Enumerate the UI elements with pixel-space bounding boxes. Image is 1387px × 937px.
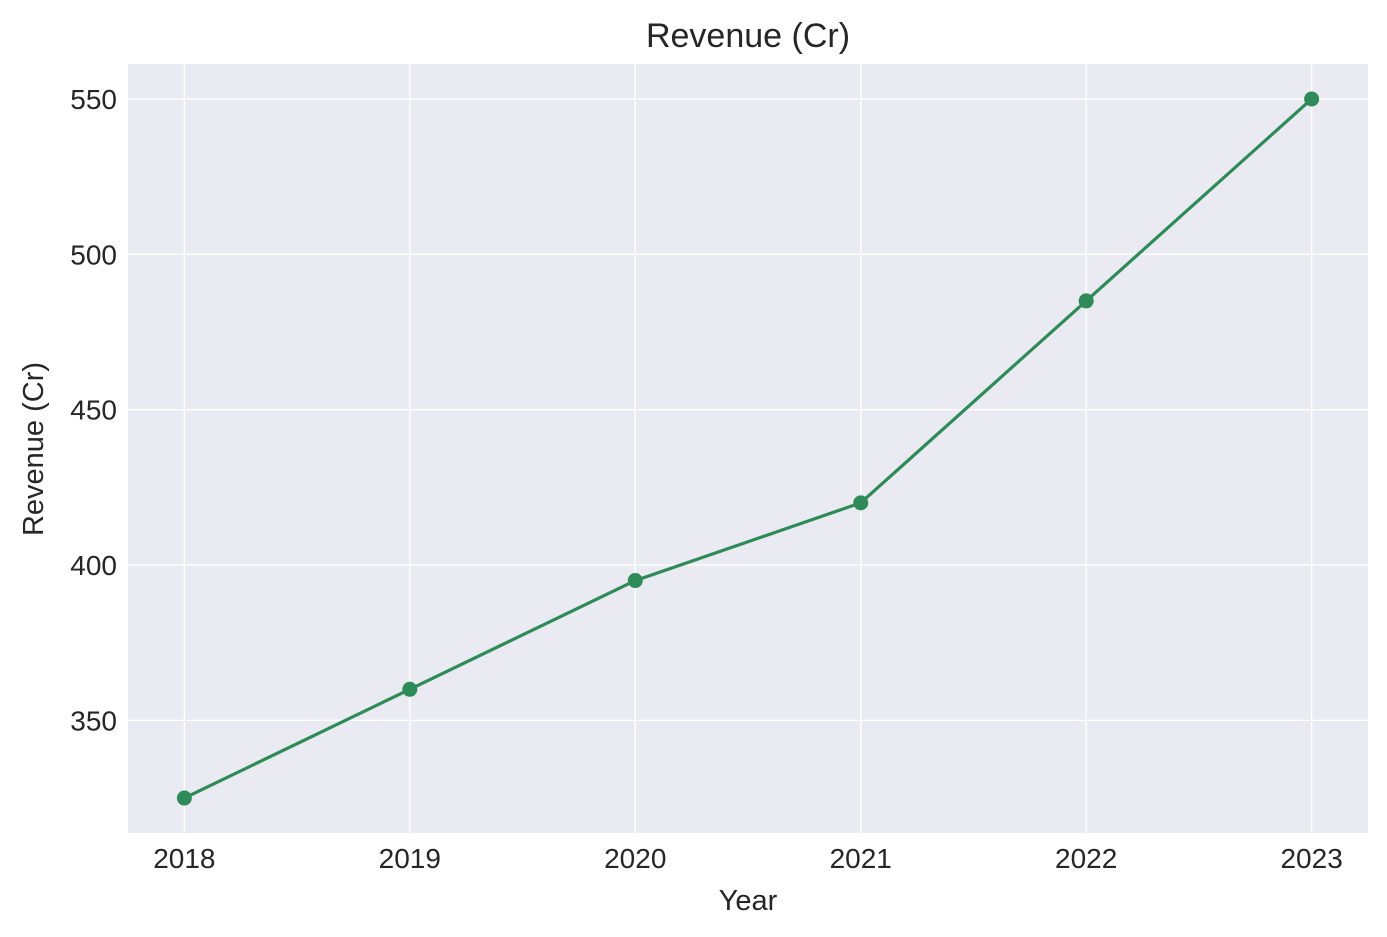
x-axis-label: Year: [719, 885, 778, 917]
y-tick-label: 450: [70, 395, 117, 426]
y-tick-label: 350: [70, 705, 117, 736]
revenue-series: [176, 91, 1320, 806]
x-tick-label: 2019: [379, 843, 441, 874]
y-axis-label: Revenue (Cr): [18, 362, 50, 536]
data-point-marker: [176, 790, 192, 806]
chart-title: Revenue (Cr): [646, 17, 850, 55]
x-tick-label: 2020: [604, 843, 666, 874]
x-tick-label: 2022: [1055, 843, 1117, 874]
y-tick-label: 550: [70, 84, 117, 115]
data-point-marker: [853, 495, 869, 511]
gridlines: [128, 64, 1368, 833]
y-axis-ticks: 350 400 450 500 550: [70, 84, 117, 736]
data-point-marker: [402, 681, 418, 697]
x-axis-ticks: 2018 2019 2020 2021 2022 2023: [153, 843, 1343, 874]
data-point-marker: [1304, 91, 1320, 107]
data-point-marker: [627, 573, 643, 589]
data-point-marker: [1078, 293, 1094, 309]
x-tick-label: 2018: [153, 843, 215, 874]
series-line: [183, 97, 1313, 800]
x-tick-label: 2021: [830, 843, 892, 874]
y-tick-label: 500: [70, 239, 117, 270]
plot-area: [128, 64, 1368, 833]
x-tick-label: 2023: [1280, 843, 1342, 874]
y-tick-label: 400: [70, 550, 117, 581]
